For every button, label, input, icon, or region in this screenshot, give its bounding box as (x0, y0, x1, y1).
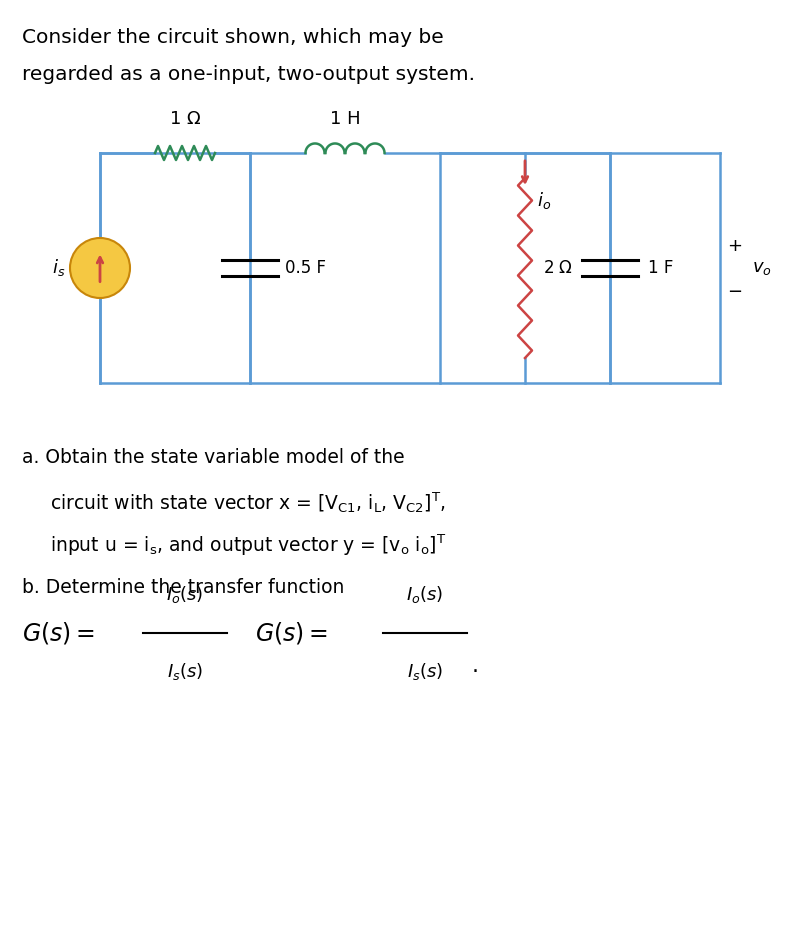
Text: $i_s$: $i_s$ (51, 258, 65, 278)
Text: $G(s) =$: $G(s) =$ (22, 620, 95, 646)
Text: $I_o(s)$: $I_o(s)$ (406, 584, 444, 605)
Text: 1 F: 1 F (648, 259, 673, 277)
Text: Consider the circuit shown, which may be: Consider the circuit shown, which may be (22, 28, 444, 47)
Text: input u = i$_\mathregular{s}$, and output vector y = [v$_\mathregular{o}$ i$_\ma: input u = i$_\mathregular{s}$, and outpu… (50, 532, 446, 558)
Circle shape (70, 238, 130, 298)
Text: a. Obtain the state variable model of the: a. Obtain the state variable model of th… (22, 448, 404, 467)
Text: 2 $\Omega$: 2 $\Omega$ (543, 259, 573, 277)
Text: $G(s) =$: $G(s) =$ (255, 620, 328, 646)
Text: 0.5 F: 0.5 F (285, 259, 326, 277)
Text: +: + (727, 237, 742, 255)
Text: $I_s(s)$: $I_s(s)$ (407, 661, 443, 682)
Text: $-$: $-$ (727, 281, 742, 299)
Text: b. Determine the transfer function: b. Determine the transfer function (22, 578, 344, 597)
Text: .: . (472, 656, 479, 676)
Text: 1 $\Omega$: 1 $\Omega$ (169, 110, 201, 128)
Text: $v_o$: $v_o$ (752, 259, 772, 277)
Text: $I_o(s)$: $I_o(s)$ (167, 584, 204, 605)
Text: $I_s(s)$: $I_s(s)$ (167, 661, 203, 682)
Text: $i_o$: $i_o$ (537, 190, 551, 211)
Text: regarded as a one-input, two-output system.: regarded as a one-input, two-output syst… (22, 65, 475, 84)
Text: circuit with state vector x = [V$_\mathregular{C1}$, i$_\mathregular{L}$, V$_\ma: circuit with state vector x = [V$_\mathr… (50, 490, 446, 515)
Text: 1 H: 1 H (329, 110, 360, 128)
